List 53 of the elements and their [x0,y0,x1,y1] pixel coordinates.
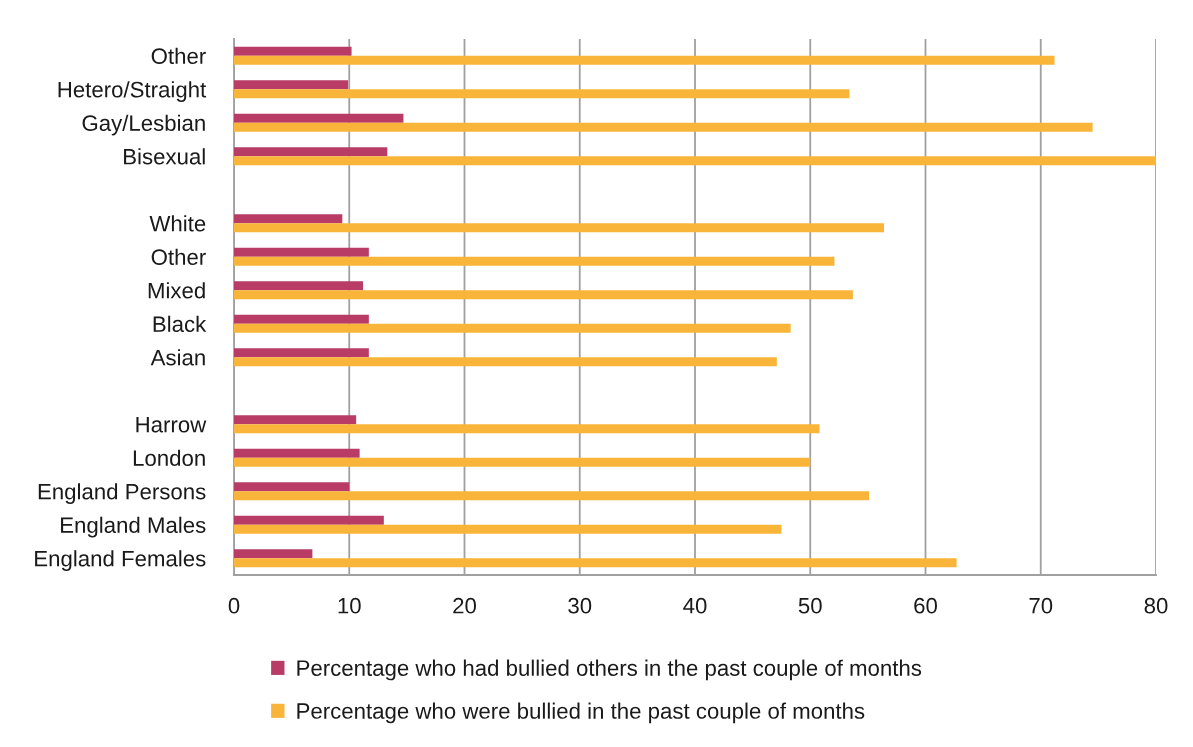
y-tick-label: White [149,215,206,232]
bar [234,424,820,434]
x-tick-label: 60 [914,597,937,614]
x-tick-label: 10 [338,597,361,614]
bar [234,147,388,157]
y-tick-label: London [133,449,205,467]
bar [234,357,777,367]
bar [234,558,957,568]
bar [234,348,369,358]
y-tick-label: Harrow [136,417,207,433]
y-tick-label: Black [153,315,207,333]
y-tick-label: England Males [61,516,206,538]
bar [234,448,360,458]
bar [234,549,313,559]
bar [234,156,1156,166]
y-tick-label: Gay/Lesbian [82,114,205,136]
bar [234,223,885,233]
x-tick-label: 40 [683,597,707,614]
bar [234,290,853,300]
bar [234,515,384,525]
y-tick-label: Other [151,47,206,65]
legend-label: Percentage who were bullied in the past couple of months [297,702,865,724]
x-tick-label: 50 [798,597,822,614]
bar [234,89,850,99]
y-tick-label: Other [151,248,206,266]
bar [234,122,1093,132]
bar [234,80,349,90]
y-tick-label: England Persons [38,483,206,504]
bar [234,256,835,266]
bar [234,415,357,425]
y-tick-label: England Females [35,550,206,571]
y-tick-label: Asian [150,349,205,366]
bar [234,491,870,501]
x-tick-label: 70 [1029,597,1053,614]
x-tick-label: 20 [453,597,476,614]
bar [234,314,369,324]
bar [234,457,811,467]
x-tick-label: 30 [568,597,592,614]
bar [234,482,350,492]
y-tick-label: Hetero/Straight [58,81,207,102]
bar [234,214,343,224]
bar [234,46,352,56]
bar [234,524,782,534]
bar [234,323,791,333]
bar [234,247,369,257]
x-tick-label: 0 [228,597,240,614]
legend-label: Percentage who had bullied others in the past couple of months [297,659,922,681]
bar [234,281,364,291]
y-tick-label: Mixed [148,282,205,299]
bar [234,113,404,123]
bar [234,55,1055,65]
x-tick-label: 80 [1144,597,1168,614]
y-tick-label: Bisexual [124,148,205,165]
